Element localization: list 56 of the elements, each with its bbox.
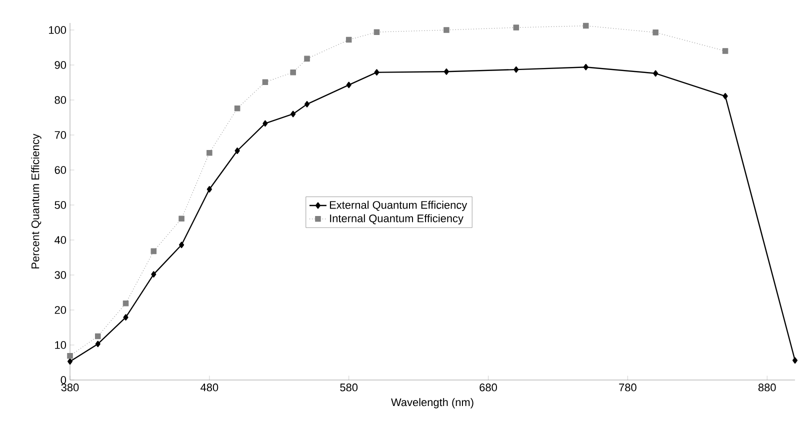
y-tick-label: 30 bbox=[54, 271, 66, 279]
point bbox=[234, 106, 240, 112]
x-axis-title: Wavelength (nm) bbox=[391, 398, 474, 408]
point bbox=[722, 92, 728, 100]
point bbox=[67, 352, 73, 359]
point bbox=[513, 24, 520, 30]
point bbox=[653, 70, 658, 77]
y-tick-label: 80 bbox=[54, 96, 66, 104]
x-tick-label: 380 bbox=[61, 384, 79, 392]
x-tick-label: 680 bbox=[480, 384, 497, 392]
y-tick-label: 70 bbox=[54, 131, 66, 139]
y-tick-label: 60 bbox=[54, 166, 66, 174]
point bbox=[178, 216, 184, 222]
point bbox=[94, 333, 101, 340]
x-tick-label: 480 bbox=[200, 384, 218, 392]
point bbox=[95, 340, 100, 348]
x-tick-label: 780 bbox=[619, 384, 636, 392]
legend-label: External Quantum Efficiency bbox=[330, 200, 468, 211]
y-tick-label: 50 bbox=[54, 201, 66, 209]
point bbox=[304, 56, 310, 62]
y-tick-label: 10 bbox=[55, 341, 66, 349]
x-tick-label: 880 bbox=[758, 384, 776, 392]
point bbox=[444, 68, 449, 75]
point bbox=[206, 186, 212, 192]
point bbox=[290, 69, 296, 76]
point bbox=[514, 66, 519, 73]
point bbox=[374, 69, 380, 76]
point bbox=[583, 64, 588, 70]
y-tick-label: 0 bbox=[60, 376, 66, 384]
point bbox=[122, 300, 129, 306]
legend-label: Internal Quantum Efficiency bbox=[330, 214, 464, 224]
x-tick-label: 580 bbox=[340, 384, 358, 392]
point bbox=[722, 48, 728, 54]
point bbox=[444, 27, 450, 33]
y-tick-label: 40 bbox=[54, 236, 66, 244]
point bbox=[178, 242, 184, 248]
point bbox=[652, 30, 658, 36]
y-axis-title: Percent Quantum Efficiency bbox=[31, 134, 42, 268]
point bbox=[206, 150, 212, 156]
point bbox=[151, 271, 156, 278]
point bbox=[290, 110, 296, 118]
point bbox=[234, 148, 240, 154]
point bbox=[150, 248, 157, 254]
point bbox=[262, 120, 268, 127]
point bbox=[582, 22, 589, 29]
point bbox=[346, 82, 352, 88]
y-tick-label: 100 bbox=[49, 26, 66, 34]
point bbox=[262, 79, 268, 86]
point bbox=[304, 101, 310, 108]
y-tick-label: 90 bbox=[54, 61, 66, 69]
point bbox=[67, 358, 73, 365]
point bbox=[346, 36, 352, 43]
y-tick-label: 20 bbox=[54, 306, 66, 314]
point bbox=[792, 357, 798, 364]
point bbox=[123, 314, 128, 321]
point bbox=[374, 29, 380, 35]
